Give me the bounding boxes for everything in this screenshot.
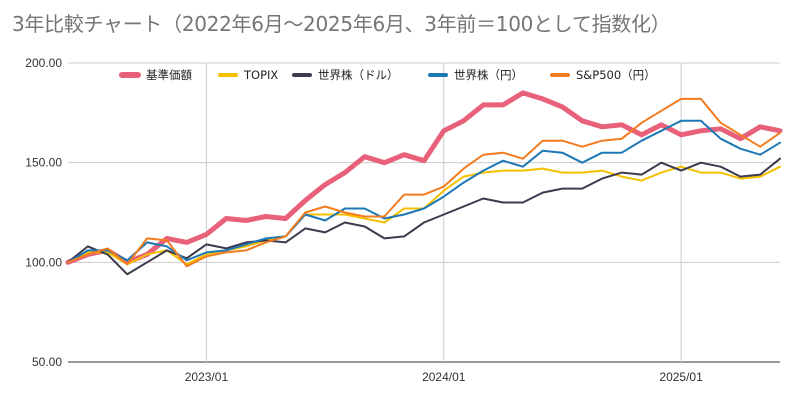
x-tick-label: 2024/01 — [422, 370, 466, 384]
y-tick-label: 50.00 — [32, 355, 62, 369]
y-tick-label: 100.00 — [25, 255, 62, 269]
series-line-0 — [65, 90, 783, 265]
x-tick-label: 2023/01 — [185, 370, 229, 384]
x-tick-label: 2025/01 — [659, 370, 703, 384]
legend: 基準価額 TOPIX 世界株（ドル） 世界株（円） S&P500（円） — [119, 68, 656, 82]
legend-label: 世界株（円） — [454, 68, 523, 82]
grid — [68, 62, 780, 363]
series-lines — [65, 90, 783, 276]
legend-label: TOPIX — [243, 68, 278, 82]
series-line-4 — [67, 97, 781, 268]
series-line-2 — [67, 157, 781, 276]
axis-labels: 50.00 100.00 150.00 200.00 2023/01 2024/01 202… — [25, 56, 703, 384]
series-line-3 — [67, 119, 781, 264]
y-tick-label: 150.00 — [25, 156, 62, 170]
legend-label: S&P500（円） — [576, 68, 656, 82]
chart-title: 3年比較チャート（2022年6月～2025年6月、3年前＝100として指数化） — [12, 12, 671, 36]
legend-label: 世界株（ドル） — [318, 68, 399, 82]
legend-label: 基準価額 — [146, 68, 192, 82]
y-tick-label: 200.00 — [25, 56, 62, 70]
